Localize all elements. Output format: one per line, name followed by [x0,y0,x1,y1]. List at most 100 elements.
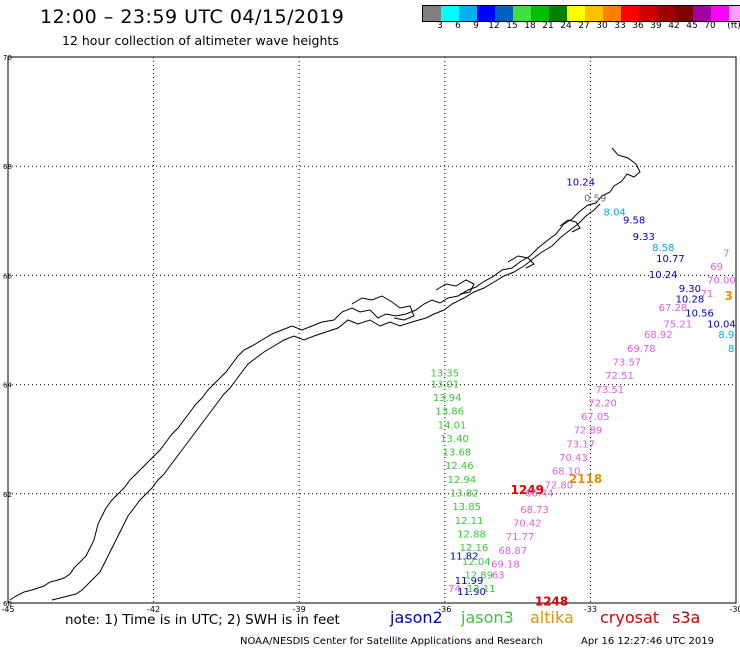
credit-line: NOAA/NESDIS Center for Satellite Applica… [240,636,543,647]
gridlines [7,56,737,604]
wave-height-label-gray: 0.59 [584,194,606,205]
wave-height-label-s3a: 63 [492,570,505,581]
wave-height-label-jason3: 12.16 [460,543,489,554]
color-legend-tick: 9 [473,21,479,31]
color-swatch [729,6,740,21]
coastline-east-greenland [9,147,641,601]
color-swatch [675,6,693,21]
color-swatch [549,6,567,21]
color-legend-tick: 3 [437,21,443,31]
wave-height-label-s3a: 72.80 [545,480,574,491]
wave-height-label-jason2: 11.82 [450,551,479,562]
wave-height-label-s3a: 68.92 [644,330,673,341]
wave-height-label-s3a: 73.57 [612,357,641,368]
wave-height-label-s3a: 73.51 [595,385,624,396]
wave-height-label-altika: 2118 [569,472,602,486]
color-legend-tick: 45 [686,21,698,31]
wave-height-label-jason2: 11.90 [457,587,486,598]
legend-s3a: s3a [672,608,701,627]
color-swatch [585,6,603,21]
color-legend-tick: 42 [668,21,680,31]
y-tick-label: 70 [3,54,12,62]
y-tick-label: 64 [3,382,12,390]
wave-height-label-jason3: 13.82 [450,489,479,500]
wave-height-label-s3a: 69.78 [627,344,656,355]
x-tick-label: -45 [1,605,14,614]
color-swatch [567,6,585,21]
color-legend-tick: 24 [560,21,572,31]
color-swatch [603,6,621,21]
wave-height-label-jason2: 9.58 [623,216,645,227]
color-legend-tick: 6 [455,21,461,31]
wave-height-label-jason3: 13.40 [440,434,469,445]
wave-height-label-jason3: 13.01 [430,379,459,390]
color-swatch [459,6,477,21]
wave-height-label-jason3: 12.94 [447,475,476,486]
wave-height-label-cyan: 8.58 [652,243,674,254]
map-title: 12:00 – 23:59 UTC 04/15/2019 [40,6,345,28]
color-swatch [711,6,729,21]
wave-height-label-s3a: 7 [723,248,729,259]
x-tick-label: -33 [584,605,597,614]
map-subtitle: 12 hour collection of altimeter wave hei… [62,33,339,48]
wave-height-label-jason2: 10.24 [649,270,678,281]
map-frame [7,56,737,604]
wave-height-label-s3a: 70.42 [513,519,542,530]
wave-height-label-altika: 3 [725,289,733,303]
color-swatch [693,6,711,21]
wave-height-label-s3a: 69 [710,262,723,273]
wave-height-label-cryosat: 1249 [511,483,544,497]
wave-height-label-s3a: 74 [448,584,461,595]
color-swatch [513,6,531,21]
wave-height-label-s3a: 71 [701,289,714,300]
wave-height-observations: 10.249.589.3310.7710.249.3010.2810.5610.… [430,177,735,608]
coastline-islands [351,219,581,321]
wave-height-label-s3a: 68.10 [552,467,581,478]
color-swatch [621,6,639,21]
color-legend [422,5,740,22]
legend-altika: altika [530,608,574,627]
y-tick-label: 60 [3,600,12,608]
generated-timestamp: Apr 16 12:27:46 UTC 2019 [581,636,714,647]
color-swatch [657,6,675,21]
color-legend-tick: 12 [488,21,500,31]
wave-height-label-jason3: 13.94 [433,393,462,404]
color-swatch [441,6,459,21]
wave-height-label-s3a: 69.18 [491,560,520,571]
wave-height-label-s3a: 75.21 [663,319,692,330]
wave-height-label-cyan: 8 [728,344,734,355]
color-legend-tick: 18 [524,21,536,31]
legend-jason2: jason2 [390,608,443,627]
wave-height-label-s3a: 70.43 [559,453,588,464]
wave-height-label-s3a: 71.77 [506,532,535,543]
wave-height-label-jason2: 10.28 [676,295,705,306]
wave-height-label-s3a: 70.00 [707,276,736,287]
wave-height-label-s3a: 72.89 [574,426,603,437]
x-tick-label: -36 [438,605,451,614]
color-legend-tick: 21 [542,21,554,31]
wave-height-label-jason3: 12.11 [467,584,496,595]
wave-height-label-jason2: 10.04 [707,319,736,330]
wave-height-label-cyan: 8.04 [604,207,626,218]
footer-note: note: 1) Time is in UTC; 2) SWH is in fe… [65,612,340,628]
wave-height-label-jason2: 10.77 [656,254,685,265]
wave-height-label-jason3: 14.01 [438,420,467,431]
color-swatch [495,6,513,21]
legend-cryosat: cryosat [600,608,660,627]
wave-height-label-jason3: 12.88 [457,529,486,540]
color-legend-tick: 30 [596,21,608,31]
wave-height-label-s3a: 68.73 [520,505,549,516]
y-tick-label: 62 [3,491,12,499]
wave-height-label-s3a: 73.17 [566,439,595,450]
x-tick-label: -30 [729,605,740,614]
wave-height-label-s3a: 67.28 [659,303,688,314]
wave-height-label-jason3: 12.11 [455,516,484,527]
color-legend-tick: 33 [614,21,626,31]
legend-jason3: jason3 [461,608,514,627]
color-swatch [477,6,495,21]
wave-height-label-s3a: 66.44 [525,489,554,500]
color-swatch [531,6,549,21]
color-legend-tick: 39 [650,21,662,31]
wave-height-label-jason2: 9.30 [679,284,701,295]
wave-height-label-jason3: 13.35 [430,368,459,379]
